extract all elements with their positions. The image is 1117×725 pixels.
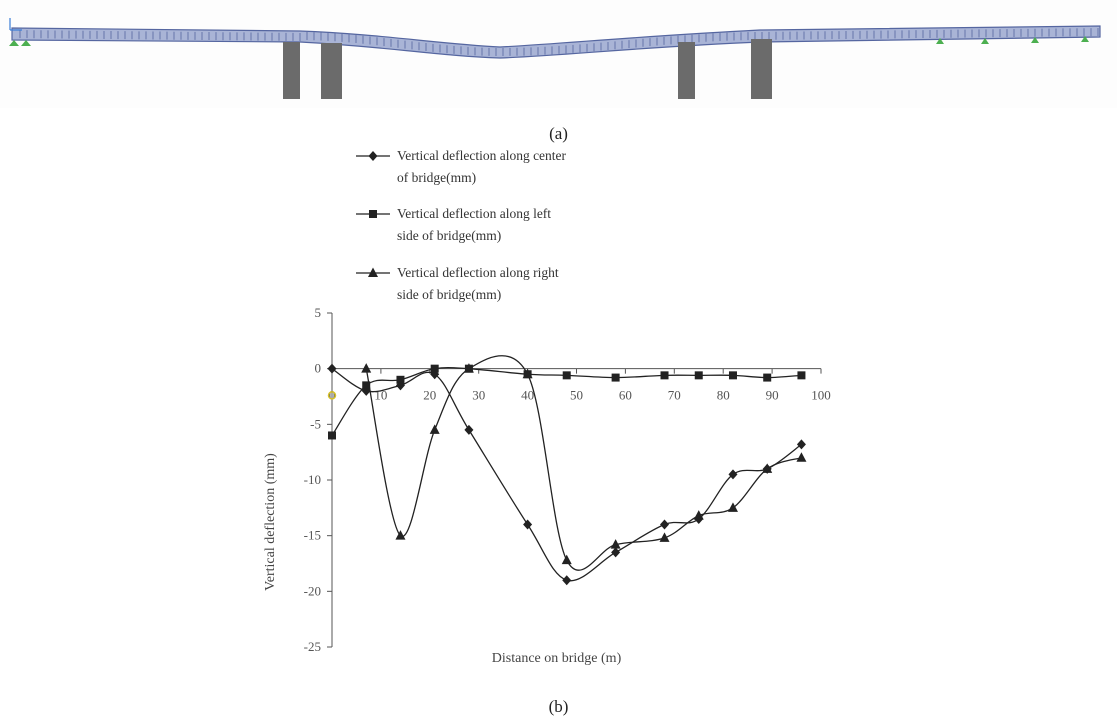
x-tick-label: 70 — [668, 388, 681, 403]
data-point-left — [660, 371, 669, 380]
caption-b: (b) — [548, 697, 569, 716]
legend-label: side of bridge(mm) — [397, 228, 501, 243]
y-tick-label: -15 — [304, 528, 321, 543]
y-tick-label: 5 — [315, 305, 322, 320]
x-tick-label: 30 — [472, 388, 485, 403]
pier-2 — [321, 43, 342, 99]
pier-3 — [678, 42, 695, 99]
x-tick-label: 90 — [766, 388, 779, 403]
legend-item-center: Vertical deflection along center of bridg… — [356, 148, 567, 185]
series-right — [361, 355, 807, 571]
origin-marker — [327, 391, 337, 400]
bridge-deck — [11, 25, 1101, 59]
deck-segment-lines — [19, 28, 1099, 56]
support-markers — [9, 36, 1089, 46]
y-tick-label: -5 — [310, 416, 321, 431]
data-point-right — [727, 502, 738, 512]
chart-series — [327, 355, 807, 586]
legend-label: side of bridge(mm) — [397, 287, 501, 302]
x-axis-title: Distance on bridge (m) — [492, 651, 622, 666]
legend-label: Vertical deflection along center — [397, 148, 567, 163]
data-point-center — [611, 547, 621, 558]
data-point-left — [728, 371, 737, 380]
x-tick-label: 40 — [521, 388, 534, 403]
legend-label: Vertical deflection along left — [397, 206, 551, 221]
legend-marker-right — [368, 267, 378, 277]
series-center — [327, 363, 806, 586]
x-tick-label: 100 — [811, 388, 831, 403]
series-left — [328, 364, 806, 440]
data-point-left — [396, 375, 405, 384]
data-point-right — [561, 554, 572, 565]
x-tick-label: 80 — [717, 388, 730, 403]
data-point-right — [762, 463, 773, 473]
chart-axes: 50-5-10-15-20-250 10 20 30 40 50 60 70 80 90 100 — [304, 305, 831, 654]
data-point-right — [429, 424, 440, 434]
data-point-left — [694, 371, 703, 380]
data-point-left — [362, 381, 371, 390]
y-tick-label: -25 — [304, 639, 321, 654]
data-point-center — [464, 424, 474, 435]
legend-item-right: Vertical deflection along right side of b… — [356, 265, 559, 302]
x-tick-label: 0 — [329, 388, 336, 403]
data-point-left — [797, 371, 806, 380]
coordinate-axis-icon — [9, 18, 22, 31]
legend-label: Vertical deflection along right — [397, 265, 559, 280]
pier-4 — [751, 39, 772, 99]
data-point-center — [562, 575, 572, 586]
legend-label: of bridge(mm) — [397, 170, 476, 185]
y-tick-label: 0 — [315, 361, 322, 376]
data-point-left — [430, 364, 439, 373]
legend-marker-center — [368, 151, 378, 161]
legend-marker-left — [369, 210, 377, 218]
data-point-right — [610, 539, 621, 549]
y-axis-title: Vertical deflection (mm) — [263, 453, 278, 591]
data-point-center — [796, 439, 806, 450]
data-point-left — [611, 373, 620, 382]
x-tick-label: 60 — [619, 388, 632, 403]
bridge-model-image — [0, 0, 1117, 108]
data-point-left — [328, 431, 336, 440]
data-point-center — [660, 519, 670, 530]
data-point-right — [796, 452, 807, 462]
data-point-left — [562, 371, 571, 380]
y-tick-label: -20 — [304, 583, 321, 598]
data-point-right — [659, 532, 670, 542]
legend-item-left: Vertical deflection along left side of br… — [356, 206, 551, 243]
data-point-center — [728, 469, 738, 480]
data-point-right — [463, 363, 474, 373]
data-point-right — [522, 368, 533, 379]
y-tick-label: -10 — [304, 472, 321, 487]
data-point-left — [763, 373, 772, 382]
x-tick-label: 20 — [423, 388, 436, 403]
data-point-center — [523, 519, 533, 530]
x-tick-label: 50 — [570, 388, 583, 403]
caption-a: (a) — [549, 124, 568, 143]
chart-legend: Vertical deflection along center of bridg… — [356, 148, 567, 302]
data-point-right — [395, 530, 406, 540]
pier-1 — [283, 42, 300, 99]
data-point-center — [327, 363, 337, 374]
data-point-right — [693, 510, 704, 520]
data-point-right — [361, 363, 372, 373]
